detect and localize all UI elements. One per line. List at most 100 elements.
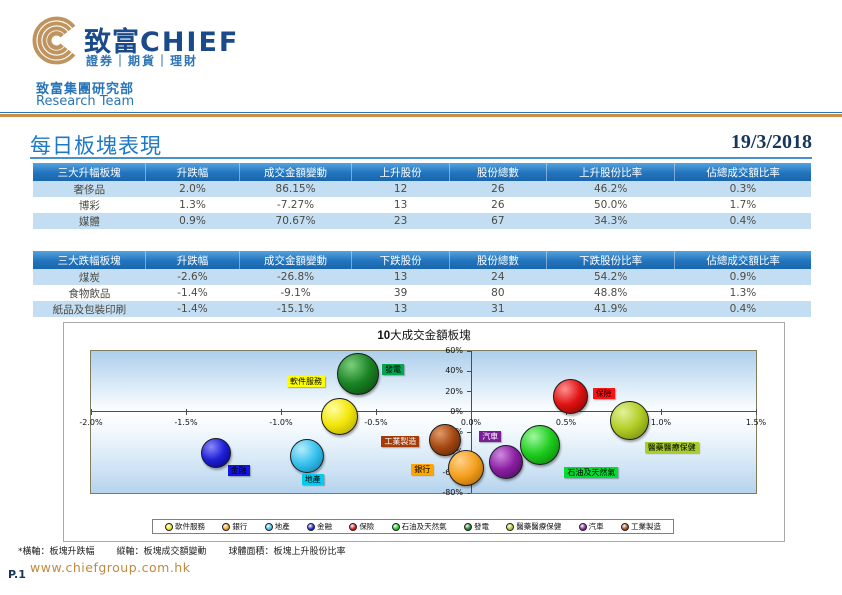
table-cell: 46.2% xyxy=(546,181,675,197)
bubble-label: 發電 xyxy=(382,364,404,376)
header-cell: 下跌股份 xyxy=(351,251,450,269)
table-cell: -2.6% xyxy=(145,269,240,285)
table-cell: 0.4% xyxy=(674,301,811,317)
legend-dot-icon xyxy=(222,522,231,531)
x-tick-mark xyxy=(90,408,92,415)
legend-dot-icon xyxy=(165,522,173,531)
chart-title: 10大成交金額板塊 xyxy=(64,327,784,343)
table-cell: -9.1% xyxy=(280,287,311,299)
table-row: 食物飲品 -1.4% -9.1% 39 80 48.8% 1.3% xyxy=(33,285,811,301)
legend-item: 銀行 xyxy=(222,521,247,532)
header-cell: 上升股份 xyxy=(351,163,450,181)
legend-dot-icon xyxy=(578,522,587,531)
website-link[interactable]: www.chiefgroup.com.hk xyxy=(30,560,191,575)
bubble-chart: 10大成交金額板塊 -2.0% -1.5% -1.0% -0.5% 0.0% 0.5% 1.… xyxy=(63,322,785,542)
header-cell: 下跌股份比率 xyxy=(545,251,675,269)
table-row: 煤炭 -2.6% -26.8% 13 24 54.2% 0.9% xyxy=(33,269,811,285)
title-underline xyxy=(30,157,812,159)
header-cell: 升跌幅 xyxy=(145,251,240,269)
table-cell: 86.15% xyxy=(239,181,352,197)
chart-bubble xyxy=(289,439,324,474)
legend-label: 保險 xyxy=(359,522,375,531)
legend-label: 工業製造 xyxy=(630,522,661,531)
table-row: 博彩 1.3% -7.27% 13 26 50.0% 1.7% xyxy=(33,197,811,213)
table-cell: -26.8% xyxy=(239,269,352,285)
legend-dot-icon xyxy=(306,522,315,531)
y-tick-mark xyxy=(467,370,471,372)
legend-item: 石油及天然氣 xyxy=(391,521,447,532)
table-cell: 31 xyxy=(449,301,547,317)
table-cell: 紙品及包裝印刷 xyxy=(33,301,146,317)
legend-item: 汽車 xyxy=(578,521,604,532)
legend-item: 醫藥醫療保健 xyxy=(506,521,561,532)
losers-table: 三大跌幅板塊 升跌幅 成交金額變動 下跌股份 股份總數 下跌股份比率 佔總成交額比率 煤炭 -… xyxy=(33,251,811,317)
table-cell: 1.3% xyxy=(179,199,206,211)
x-tick-mark xyxy=(755,408,757,415)
chart-bubble xyxy=(489,444,524,479)
table-cell: 2.0% xyxy=(145,181,240,197)
table-cell: -15.1% xyxy=(239,301,352,317)
chief-logo-icon xyxy=(32,16,76,65)
header-divider-blue xyxy=(0,112,842,113)
chart-bubble xyxy=(337,353,379,396)
brand-en: CHIEF xyxy=(140,27,240,58)
x-tick-label: 0.0% xyxy=(460,417,482,427)
legend-dot-icon xyxy=(506,522,515,531)
x-tick-label: -1.5% xyxy=(174,417,198,427)
legend-item: 金融 xyxy=(306,521,332,532)
legend-label: 銀行 xyxy=(232,522,248,531)
bubble-label: 銀行 xyxy=(411,463,434,475)
table-cell: 41.9% xyxy=(546,301,675,317)
x-tick-label: 1.5% xyxy=(745,417,767,427)
dept-name-cn: 致富集團研究部 xyxy=(36,82,135,97)
legend-dot-icon xyxy=(463,522,472,531)
brand-name: 致富CHIEF xyxy=(84,20,239,59)
bubble-label: 汽車 xyxy=(479,430,502,442)
table-header-row: 三大升幅板塊 升跌幅 成交金額變動 上升股份 股份總數 上升股份比率 佔總成交額比率 xyxy=(33,163,811,181)
header-cell: 三大跌幅板塊 xyxy=(33,251,146,269)
header-cell: 佔總成交額比率 xyxy=(674,163,811,181)
y-tick-label: 40% xyxy=(445,366,463,376)
brand-tagline: 證券｜期貨｜理財 xyxy=(86,54,199,68)
header-cell: 成交金額變動 xyxy=(238,251,352,269)
x-tick-label: 0.5% xyxy=(555,417,577,427)
gainers-table: 三大升幅板塊 升跌幅 成交金額變動 上升股份 股份總數 上升股份比率 佔總成交額比率 奢侈品… xyxy=(33,163,811,229)
y-tick-mark xyxy=(467,431,471,433)
page-title: 每日板塊表現 xyxy=(30,134,162,158)
footnote-part: *橫軸：板塊升跌幅 xyxy=(18,547,95,557)
table-cell: 13 xyxy=(351,269,450,285)
bubble-label: 保險 xyxy=(592,387,615,399)
table-row: 奢侈品 2.0% 86.15% 12 26 46.2% 0.3% xyxy=(33,181,811,197)
table-cell: 奢侈品 xyxy=(33,181,146,197)
chart-bubble xyxy=(553,379,589,415)
chart-bubble xyxy=(429,424,462,457)
header-cell: 升跌幅 xyxy=(145,163,240,181)
bubble-label: 石油及天然氣 xyxy=(564,467,619,479)
y-tick-mark xyxy=(467,350,471,352)
table-cell: -1.4% xyxy=(177,287,208,299)
table-row: 紙品及包裝印刷 -1.4% -15.1% 13 31 41.9% 0.4% xyxy=(33,301,811,317)
table-cell: 67 xyxy=(449,213,547,229)
table-cell: 23 xyxy=(351,213,450,229)
table-cell: 0.9% xyxy=(674,269,811,285)
x-tick-mark xyxy=(280,408,282,415)
legend-item: 軟件服務 xyxy=(165,521,205,532)
header-cell: 三大升幅板塊 xyxy=(33,163,146,181)
chart-plot-area: -2.0% -1.5% -1.0% -0.5% 0.0% 0.5% 1.0% 1.5% 60% 4… xyxy=(79,346,766,497)
legend-dot-icon xyxy=(620,522,629,531)
chart-bubble xyxy=(320,398,358,436)
chart-bubble xyxy=(520,425,561,466)
table-cell: -7.27% xyxy=(276,199,315,211)
table-cell: 80 xyxy=(491,287,505,299)
x-tick-label: -1.0% xyxy=(269,417,293,427)
table-cell: 54.2% xyxy=(546,269,675,285)
legend-label: 軟件服務 xyxy=(175,522,205,531)
table-cell: 50.0% xyxy=(593,199,628,211)
bubble-label: 工業製造 xyxy=(381,436,420,448)
legend-item: 保險 xyxy=(349,521,374,532)
bubble-label: 軟件服務 xyxy=(287,375,325,387)
x-tick-label: 1.0% xyxy=(650,417,672,427)
report-date: 19/3/2018 xyxy=(730,131,812,153)
chart-title-number: 10 xyxy=(377,330,391,342)
